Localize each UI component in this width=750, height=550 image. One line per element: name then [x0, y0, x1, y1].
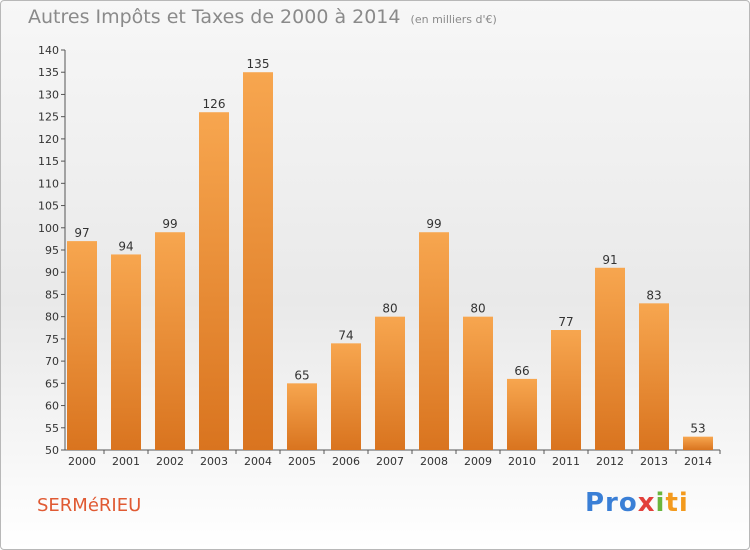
value-label: 65 [294, 368, 309, 382]
y-tick-label: 65 [45, 377, 59, 390]
bar [463, 316, 493, 450]
value-label: 91 [602, 253, 617, 267]
x-tick-label: 2014 [684, 455, 712, 468]
value-label: 94 [118, 239, 133, 253]
bars [67, 72, 713, 450]
brand-logo: Proxiti [585, 488, 689, 518]
y-tick-label: 100 [38, 222, 59, 235]
x-tick-label: 2012 [596, 455, 624, 468]
value-label: 83 [646, 288, 661, 302]
x-tick-label: 2000 [68, 455, 96, 468]
y-tick-label: 60 [45, 400, 59, 413]
value-label: 74 [338, 328, 353, 342]
bar [243, 72, 273, 450]
x-tick-label: 2003 [200, 455, 228, 468]
bar [683, 436, 713, 450]
y-tick-label: 95 [45, 244, 59, 257]
bar [595, 267, 625, 450]
x-tick-label: 2002 [156, 455, 184, 468]
y-tick-label: 50 [45, 444, 59, 457]
chart-title: Autres Impôts et Taxes de 2000 à 2014 (e… [28, 6, 497, 28]
y-tick-label: 90 [45, 266, 59, 279]
value-label: 97 [74, 226, 89, 240]
brand-part-1: Pro [585, 488, 638, 518]
bar [287, 383, 317, 450]
x-tick-label: 2013 [640, 455, 668, 468]
x-tick-label: 2011 [552, 455, 580, 468]
bar [111, 254, 141, 450]
commune-name: SERMéRIEU [37, 495, 142, 516]
bar [507, 378, 537, 450]
value-label: 66 [514, 364, 529, 378]
x-tick-label: 2004 [244, 455, 272, 468]
x-tick-label: 2006 [332, 455, 360, 468]
x-tick-label: 2001 [112, 455, 140, 468]
y-tick-label: 130 [38, 88, 59, 101]
y-tick-label: 125 [38, 111, 59, 124]
bar [331, 343, 361, 450]
brand-part-4: ti [665, 488, 689, 518]
value-label: 126 [203, 97, 226, 111]
y-tick-label: 85 [45, 288, 59, 301]
value-labels: 97 94 99 126 135 65 74 80 99 80 66 77 91 83 53 [74, 57, 705, 435]
bar [419, 232, 449, 450]
chart-title-text: Autres Impôts et Taxes de 2000 à 2014 [28, 6, 401, 28]
axes: 50 55 60 65 70 75 80 85 90 95 100 105 110 115 120 125 13… [38, 44, 721, 468]
y-tick-label: 140 [38, 44, 59, 57]
bar [551, 330, 581, 450]
y-tick-label: 55 [45, 422, 59, 435]
y-tick-label: 70 [45, 355, 59, 368]
y-tick-label: 75 [45, 333, 59, 346]
y-tick-label: 105 [38, 200, 59, 213]
y-tick-label: 110 [38, 177, 59, 190]
value-label: 135 [247, 57, 270, 71]
y-tick-label: 115 [38, 155, 59, 168]
x-tick-label: 2010 [508, 455, 536, 468]
chart-unit: (en milliers d'€) [410, 13, 497, 26]
value-label: 80 [382, 302, 397, 316]
x-tick-label: 2009 [464, 455, 492, 468]
bar [375, 316, 405, 450]
brand-part-3: i [655, 488, 666, 518]
y-tick-label: 120 [38, 133, 59, 146]
x-tick-label: 2007 [376, 455, 404, 468]
bar [199, 112, 229, 450]
y-tick-label: 135 [38, 66, 59, 79]
value-label: 99 [162, 217, 177, 231]
bar [155, 232, 185, 450]
y-tick-label: 80 [45, 311, 59, 324]
x-tick-label: 2008 [420, 455, 448, 468]
value-label: 53 [690, 422, 705, 436]
value-label: 77 [558, 315, 573, 329]
bar [639, 303, 669, 450]
value-label: 99 [426, 217, 441, 231]
brand-part-2: x [637, 488, 656, 518]
x-tick-label: 2005 [288, 455, 316, 468]
value-label: 80 [470, 302, 485, 316]
bar [67, 241, 97, 450]
